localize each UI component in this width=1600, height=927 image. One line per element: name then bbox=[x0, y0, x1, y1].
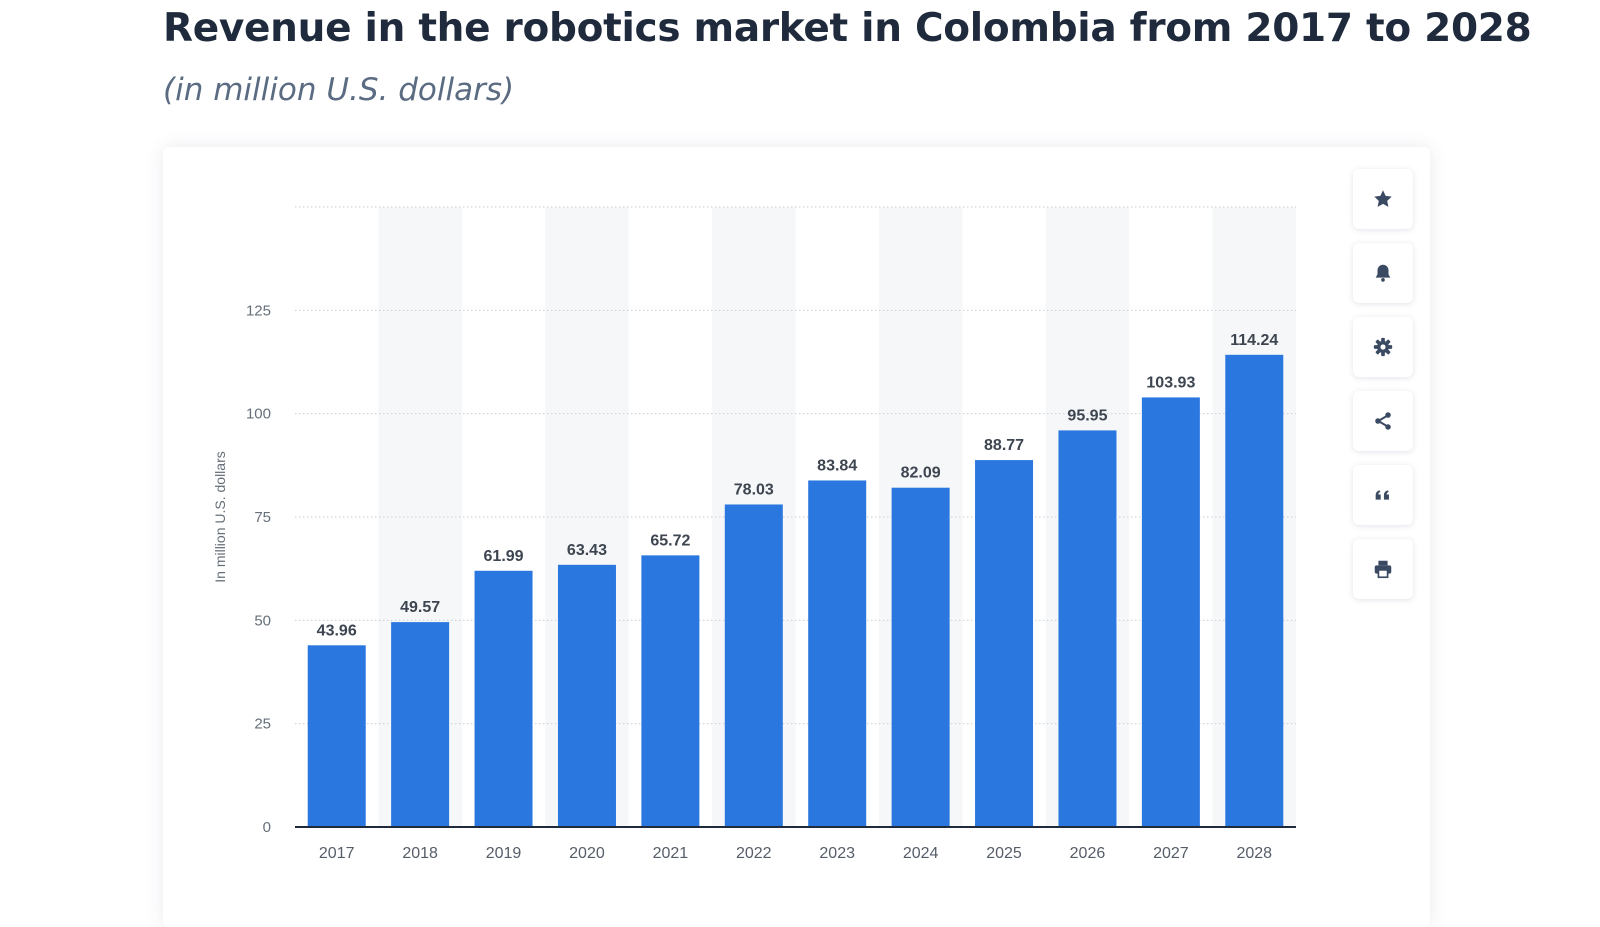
x-tick-label: 2017 bbox=[319, 845, 355, 862]
bar[interactable] bbox=[391, 622, 450, 827]
bar-value-label: 43.96 bbox=[317, 622, 357, 639]
bar[interactable] bbox=[474, 570, 533, 827]
notification-button[interactable] bbox=[1353, 243, 1413, 303]
x-tick-label: 2025 bbox=[986, 845, 1022, 862]
bar[interactable] bbox=[808, 480, 867, 827]
y-tick-label: 125 bbox=[246, 302, 271, 319]
settings-button[interactable] bbox=[1353, 317, 1413, 377]
bell-icon bbox=[1375, 264, 1391, 282]
x-axis-labels: 2017 2018 2019 2020 2021 2022 2023 2024 2025 2026… bbox=[319, 845, 1272, 862]
x-tick-label: 2026 bbox=[1070, 845, 1106, 862]
bar[interactable] bbox=[724, 504, 783, 827]
x-tick-label: 2020 bbox=[569, 845, 605, 862]
y-tick-label: 25 bbox=[254, 716, 271, 733]
x-tick-label: 2027 bbox=[1153, 845, 1189, 862]
bar-value-label: 82.09 bbox=[901, 465, 941, 482]
bar-value-label: 95.95 bbox=[1067, 407, 1107, 424]
share-icon bbox=[1375, 412, 1391, 430]
grid-lines bbox=[295, 206, 1296, 725]
bar-value-label: 103.93 bbox=[1146, 374, 1195, 391]
bar-value-label: 78.03 bbox=[734, 481, 774, 498]
x-tick-label: 2028 bbox=[1236, 845, 1272, 862]
bar-chart: 0 25 50 75 100 125 43.96 49.57 61.99 63.43 65.72 7… bbox=[212, 206, 1296, 862]
x-tick-label: 2023 bbox=[819, 845, 855, 862]
x-tick-label: 2018 bbox=[402, 845, 438, 862]
x-tick-label: 2019 bbox=[486, 845, 522, 862]
bar[interactable] bbox=[557, 564, 616, 827]
bar[interactable] bbox=[307, 645, 366, 827]
star-icon bbox=[1374, 190, 1392, 207]
bar[interactable] bbox=[641, 555, 700, 827]
print-button[interactable] bbox=[1353, 539, 1413, 599]
print-icon bbox=[1374, 560, 1392, 579]
bar[interactable] bbox=[975, 460, 1034, 827]
bookmark-button[interactable] bbox=[1353, 169, 1413, 229]
value-labels: 43.96 49.57 61.99 63.43 65.72 78.03 83.84 82.09… bbox=[317, 332, 1279, 639]
bar-value-label: 63.43 bbox=[567, 542, 607, 559]
chart-card: 0 25 50 75 100 125 43.96 49.57 61.99 63.43 65.72 7… bbox=[163, 147, 1430, 927]
x-tick-label: 2022 bbox=[736, 845, 772, 862]
gear-icon bbox=[1373, 337, 1393, 357]
y-axis-ticks: 0 25 50 75 100 125 bbox=[246, 302, 271, 836]
bar[interactable] bbox=[1141, 397, 1200, 827]
bar-value-label: 65.72 bbox=[650, 532, 690, 549]
x-tick-label: 2021 bbox=[653, 845, 689, 862]
y-tick-label: 50 bbox=[254, 612, 271, 629]
y-axis-title: In million U.S. dollars bbox=[212, 451, 228, 583]
bar-value-label: 114.24 bbox=[1230, 332, 1278, 349]
bar[interactable] bbox=[1058, 430, 1117, 827]
cite-button[interactable] bbox=[1353, 465, 1413, 525]
quote-icon bbox=[1375, 490, 1389, 500]
bars bbox=[307, 354, 1284, 827]
bar[interactable] bbox=[1225, 354, 1284, 827]
chart-toolbar bbox=[1353, 169, 1413, 613]
bar-value-label: 49.57 bbox=[400, 599, 440, 616]
bar[interactable] bbox=[891, 487, 950, 827]
x-tick-label: 2024 bbox=[903, 845, 939, 862]
bar-value-label: 61.99 bbox=[484, 548, 524, 565]
bar-value-label: 83.84 bbox=[817, 457, 857, 474]
y-tick-label: 100 bbox=[246, 406, 271, 423]
share-button[interactable] bbox=[1353, 391, 1413, 451]
bar-value-label: 88.77 bbox=[984, 437, 1024, 454]
chart-subtitle: (in million U.S. dollars) bbox=[163, 72, 515, 108]
y-tick-label: 75 bbox=[254, 509, 271, 526]
chart-title: Revenue in the robotics market in Colomb… bbox=[163, 6, 1532, 51]
y-tick-label: 0 bbox=[263, 819, 271, 836]
